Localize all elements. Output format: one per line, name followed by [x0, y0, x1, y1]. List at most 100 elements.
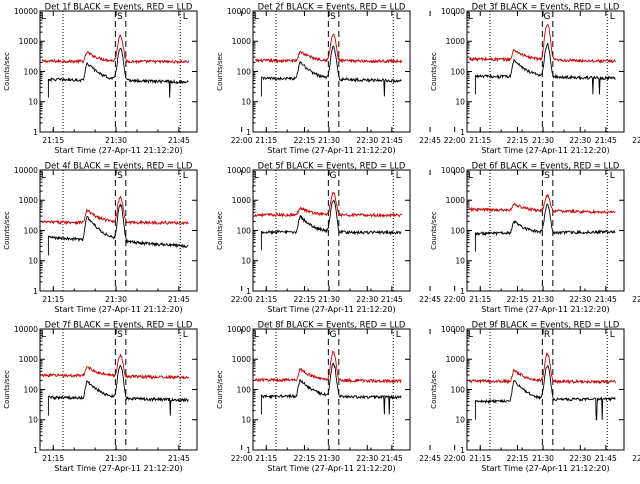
x-tick-label: 22:15 — [507, 295, 529, 304]
y-tick-label: 1000 — [232, 37, 251, 46]
band-letter: G — [543, 12, 550, 22]
panel-title: Det 1f BLACK = Events, RED = LLD — [45, 2, 193, 12]
y-axis-label: Counts/sec — [430, 52, 438, 91]
y-axis-label: Counts/sec — [430, 370, 438, 409]
detector-panel-3: Det 3f BLACK = Events, RED = LLD Start Ti… — [430, 2, 625, 155]
series-line-events — [260, 45, 402, 97]
x-tick-label: 22:30 — [569, 136, 591, 145]
band-letter: L — [396, 12, 401, 22]
x-tick-label: 21:45 — [381, 454, 403, 463]
series-line-lld — [468, 24, 616, 64]
y-tick-label: 100 — [24, 226, 39, 235]
x-tick-label: 22:15 — [294, 454, 316, 463]
panel-title: Det 6f BLACK = Events, RED = LLD — [472, 161, 620, 171]
x-tick-label: 21:15 — [469, 136, 491, 145]
x-tick-label: 21:30 — [318, 136, 340, 145]
panel-title: Det 9f BLACK = Events, RED = LLD — [472, 320, 620, 330]
x-tick-label: 22:15 — [294, 295, 316, 304]
plot-frame — [252, 328, 411, 451]
band-letter: L — [396, 330, 401, 340]
plot-frame — [39, 10, 198, 133]
series-line-lld — [41, 353, 189, 380]
band-letter: R — [544, 330, 550, 340]
plot-frame — [39, 169, 198, 292]
band-letter: L — [468, 171, 473, 181]
x-axis-label: Start Time (27-Apr-11 21:12:20) — [481, 305, 609, 314]
x-tick-label: 22:45 — [632, 295, 640, 304]
band-letter: L — [254, 12, 259, 22]
y-tick-label: 1 — [460, 287, 465, 296]
y-axis-label: Counts/sec — [3, 211, 11, 250]
band-letter: L — [183, 171, 188, 181]
band-letter: L — [610, 330, 615, 340]
y-tick-label: 10 — [241, 98, 251, 107]
x-tick-label: 22:30 — [356, 136, 378, 145]
panel-title: Det 7f BLACK = Events, RED = LLD — [45, 320, 193, 330]
y-tick-label: 1 — [33, 446, 38, 455]
series-line-events — [260, 199, 402, 251]
y-tick-label: 1000 — [446, 196, 465, 205]
y-tick-label: 100 — [237, 226, 252, 235]
x-axis-label: Start Time (27-Apr-11 21:12:20) — [267, 146, 395, 155]
series-line-events — [47, 202, 189, 256]
detector-panel-7: Det 7f BLACK = Events, RED = LLD Start Ti… — [3, 320, 441, 474]
y-tick-label: 1 — [33, 287, 38, 296]
y-tick-label: 10 — [455, 257, 465, 266]
series-line-lld — [468, 193, 616, 215]
y-tick-label: 10 — [28, 416, 38, 425]
x-tick-label: 21:30 — [532, 136, 554, 145]
y-tick-label: 10000 — [441, 7, 465, 16]
y-tick-label: 1 — [460, 446, 465, 455]
x-tick-label: 21:15 — [42, 295, 64, 304]
x-tick-label: 21:45 — [595, 136, 617, 145]
band-letter: L — [396, 171, 401, 181]
x-tick-label: 22:30 — [356, 295, 378, 304]
band-letter: S — [117, 12, 123, 22]
x-tick-label: 22:30 — [569, 295, 591, 304]
x-tick-label: 22:30 — [569, 454, 591, 463]
x-tick-label: 21:15 — [255, 454, 277, 463]
x-tick-label: 22:45 — [632, 454, 640, 463]
detector-panel-1: Det 1f BLACK = Events, RED = LLD Start Ti… — [3, 2, 441, 156]
band-letter: S — [544, 171, 550, 181]
x-axis-label: Start Time (27-Apr-11 21:12:20) — [54, 305, 182, 314]
y-tick-label: 10000 — [227, 325, 251, 334]
y-tick-label: 1000 — [446, 355, 465, 364]
x-tick-label: 21:30 — [532, 295, 554, 304]
panel-title: Det 4f BLACK = Events, RED = LLD — [45, 161, 193, 171]
x-tick-label: 22:00 — [231, 136, 253, 145]
series-line-events — [260, 362, 402, 415]
y-tick-label: 1000 — [19, 37, 38, 46]
y-axis-label: Counts/sec — [430, 211, 438, 250]
detector-panel-5: Det 5f BLACK = Events, RED = LLD Start Ti… — [216, 161, 640, 315]
y-tick-label: 10000 — [14, 166, 38, 175]
x-axis-label: Start Time (27-Apr-11 21:12:20) — [481, 146, 609, 155]
y-tick-label: 10000 — [227, 7, 251, 16]
x-axis-label: Start Time (27-Apr-11 21:12:20) — [54, 146, 182, 155]
y-tick-label: 1000 — [19, 355, 38, 364]
panel-title: Det 3f BLACK = Events, RED = LLD — [472, 2, 620, 12]
band-letter: L — [183, 330, 188, 340]
panel-title: Det 5f BLACK = Events, RED = LLD — [258, 161, 406, 171]
band-letter: L — [41, 12, 46, 22]
x-tick-label: 21:30 — [318, 454, 340, 463]
series-line-lld — [254, 191, 402, 219]
band-letter: L — [254, 171, 259, 181]
series-line-events — [474, 365, 616, 421]
x-axis-label: Start Time (27-Apr-11 21:12:20) — [267, 464, 395, 473]
x-tick-label: 22:15 — [294, 136, 316, 145]
band-letter: L — [254, 330, 259, 340]
band-letter: L — [610, 171, 615, 181]
y-tick-label: 1 — [460, 128, 465, 137]
detector-panel-8: Det 8f BLACK = Events, RED = LLD Start Ti… — [216, 320, 640, 474]
y-tick-label: 1 — [246, 446, 251, 455]
y-tick-label: 100 — [24, 67, 39, 76]
detector-panel-6: Det 6f BLACK = Events, RED = LLD Start Ti… — [430, 161, 625, 314]
panel-title: Det 8f BLACK = Events, RED = LLD — [258, 320, 406, 330]
x-tick-label: 21:45 — [381, 136, 403, 145]
band-letter: S — [330, 12, 336, 22]
x-axis-label: Start Time (27-Apr-11 21:12:20) — [267, 305, 395, 314]
x-tick-label: 22:00 — [444, 136, 466, 145]
x-tick-label: 21:45 — [168, 295, 190, 304]
y-tick-label: 100 — [237, 385, 252, 394]
